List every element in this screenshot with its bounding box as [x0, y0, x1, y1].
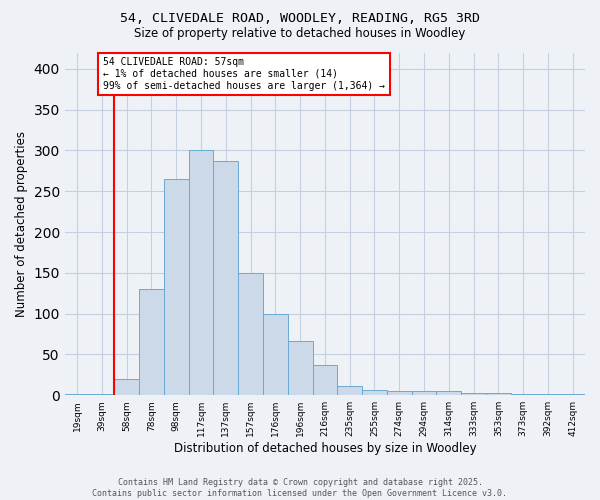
- Bar: [387, 391, 412, 395]
- Bar: [65, 394, 89, 395]
- Bar: [511, 394, 535, 395]
- Bar: [412, 391, 436, 395]
- Text: 54, CLIVEDALE ROAD, WOODLEY, READING, RG5 3RD: 54, CLIVEDALE ROAD, WOODLEY, READING, RG…: [120, 12, 480, 26]
- Bar: [139, 289, 164, 395]
- Bar: [436, 391, 461, 395]
- Y-axis label: Number of detached properties: Number of detached properties: [15, 131, 28, 317]
- Text: Contains HM Land Registry data © Crown copyright and database right 2025.
Contai: Contains HM Land Registry data © Crown c…: [92, 478, 508, 498]
- Bar: [115, 379, 139, 395]
- Text: Size of property relative to detached houses in Woodley: Size of property relative to detached ho…: [134, 28, 466, 40]
- Bar: [89, 394, 115, 395]
- Bar: [263, 314, 288, 395]
- Bar: [535, 394, 560, 395]
- Bar: [362, 390, 387, 395]
- Bar: [214, 161, 238, 395]
- X-axis label: Distribution of detached houses by size in Woodley: Distribution of detached houses by size …: [173, 442, 476, 455]
- Bar: [337, 386, 362, 395]
- Bar: [313, 365, 337, 395]
- Bar: [560, 394, 585, 395]
- Bar: [288, 340, 313, 395]
- Bar: [188, 150, 214, 395]
- Text: 54 CLIVEDALE ROAD: 57sqm
← 1% of detached houses are smaller (14)
99% of semi-de: 54 CLIVEDALE ROAD: 57sqm ← 1% of detache…: [103, 58, 385, 90]
- Bar: [486, 393, 511, 395]
- Bar: [461, 393, 486, 395]
- Bar: [238, 273, 263, 395]
- Bar: [164, 179, 188, 395]
